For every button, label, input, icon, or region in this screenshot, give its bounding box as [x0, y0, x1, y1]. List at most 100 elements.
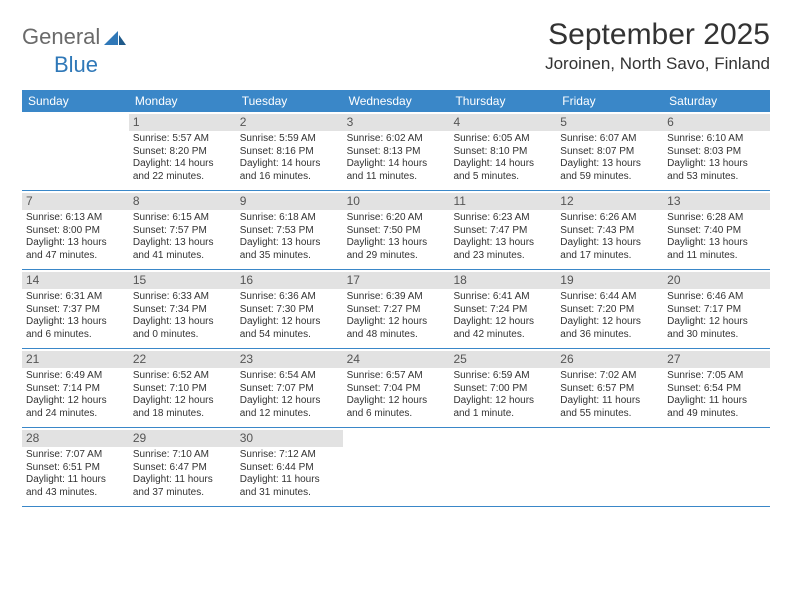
sunset-text: Sunset: 6:47 PM — [133, 462, 232, 475]
date-number: 26 — [556, 351, 663, 368]
sunrise-text: Sunrise: 6:59 AM — [453, 370, 552, 383]
date-number: 20 — [663, 272, 770, 289]
sunset-text: Sunset: 8:20 PM — [133, 146, 232, 159]
date-number: 3 — [343, 114, 450, 131]
sunrise-text: Sunrise: 6:05 AM — [453, 133, 552, 146]
date-number: 25 — [449, 351, 556, 368]
sunset-text: Sunset: 7:53 PM — [240, 225, 339, 238]
day-header: Wednesday — [343, 90, 450, 112]
sunset-text: Sunset: 7:10 PM — [133, 383, 232, 396]
sunrise-text: Sunrise: 6:49 AM — [26, 370, 125, 383]
day-cell: 27Sunrise: 7:05 AMSunset: 6:54 PMDayligh… — [663, 349, 770, 427]
sunrise-text: Sunrise: 6:18 AM — [240, 212, 339, 225]
sunrise-text: Sunrise: 6:39 AM — [347, 291, 446, 304]
day-headers-row: SundayMondayTuesdayWednesdayThursdayFrid… — [22, 90, 770, 112]
sunset-text: Sunset: 7:20 PM — [560, 304, 659, 317]
day-cell: 21Sunrise: 6:49 AMSunset: 7:14 PMDayligh… — [22, 349, 129, 427]
logo-sail-icon — [104, 29, 126, 45]
day-cell: 19Sunrise: 6:44 AMSunset: 7:20 PMDayligh… — [556, 270, 663, 348]
sunrise-text: Sunrise: 6:02 AM — [347, 133, 446, 146]
sunrise-text: Sunrise: 7:12 AM — [240, 449, 339, 462]
day-cell: 8Sunrise: 6:15 AMSunset: 7:57 PMDaylight… — [129, 191, 236, 269]
date-number: 6 — [663, 114, 770, 131]
daylight-text: Daylight: 14 hours and 5 minutes. — [453, 158, 552, 183]
day-cell: 24Sunrise: 6:57 AMSunset: 7:04 PMDayligh… — [343, 349, 450, 427]
day-cell: 12Sunrise: 6:26 AMSunset: 7:43 PMDayligh… — [556, 191, 663, 269]
daylight-text: Daylight: 14 hours and 22 minutes. — [133, 158, 232, 183]
day-header: Friday — [556, 90, 663, 112]
sunset-text: Sunset: 7:47 PM — [453, 225, 552, 238]
date-number: 22 — [129, 351, 236, 368]
daylight-text: Daylight: 11 hours and 37 minutes. — [133, 474, 232, 499]
daylight-text: Daylight: 13 hours and 6 minutes. — [26, 316, 125, 341]
sunset-text: Sunset: 7:14 PM — [26, 383, 125, 396]
day-header: Saturday — [663, 90, 770, 112]
daylight-text: Daylight: 11 hours and 49 minutes. — [667, 395, 766, 420]
sunset-text: Sunset: 8:07 PM — [560, 146, 659, 159]
sunrise-text: Sunrise: 6:26 AM — [560, 212, 659, 225]
sunset-text: Sunset: 8:10 PM — [453, 146, 552, 159]
date-number: 28 — [22, 430, 129, 447]
day-cell: 7Sunrise: 6:13 AMSunset: 8:00 PMDaylight… — [22, 191, 129, 269]
sunrise-text: Sunrise: 6:13 AM — [26, 212, 125, 225]
logo-text-blue: Blue — [54, 52, 98, 77]
sunset-text: Sunset: 7:07 PM — [240, 383, 339, 396]
sunset-text: Sunset: 7:27 PM — [347, 304, 446, 317]
sunset-text: Sunset: 7:50 PM — [347, 225, 446, 238]
date-number: 10 — [343, 193, 450, 210]
date-number: 7 — [22, 193, 129, 210]
date-number: 9 — [236, 193, 343, 210]
day-header: Thursday — [449, 90, 556, 112]
daylight-text: Daylight: 12 hours and 30 minutes. — [667, 316, 766, 341]
sunrise-text: Sunrise: 5:57 AM — [133, 133, 232, 146]
sunrise-text: Sunrise: 6:54 AM — [240, 370, 339, 383]
daylight-text: Daylight: 13 hours and 11 minutes. — [667, 237, 766, 262]
week-row: 21Sunrise: 6:49 AMSunset: 7:14 PMDayligh… — [22, 349, 770, 428]
daylight-text: Daylight: 14 hours and 11 minutes. — [347, 158, 446, 183]
day-cell: 11Sunrise: 6:23 AMSunset: 7:47 PMDayligh… — [449, 191, 556, 269]
day-cell: 5Sunrise: 6:07 AMSunset: 8:07 PMDaylight… — [556, 112, 663, 190]
date-number: 24 — [343, 351, 450, 368]
day-header: Sunday — [22, 90, 129, 112]
daylight-text: Daylight: 12 hours and 54 minutes. — [240, 316, 339, 341]
sunset-text: Sunset: 7:17 PM — [667, 304, 766, 317]
sunset-text: Sunset: 6:57 PM — [560, 383, 659, 396]
date-number: 14 — [22, 272, 129, 289]
daylight-text: Daylight: 13 hours and 41 minutes. — [133, 237, 232, 262]
sunrise-text: Sunrise: 6:44 AM — [560, 291, 659, 304]
date-number: 16 — [236, 272, 343, 289]
sunrise-text: Sunrise: 6:31 AM — [26, 291, 125, 304]
daylight-text: Daylight: 13 hours and 47 minutes. — [26, 237, 125, 262]
date-number: 18 — [449, 272, 556, 289]
sunrise-text: Sunrise: 6:15 AM — [133, 212, 232, 225]
sunrise-text: Sunrise: 6:36 AM — [240, 291, 339, 304]
daylight-text: Daylight: 11 hours and 43 minutes. — [26, 474, 125, 499]
day-cell: 17Sunrise: 6:39 AMSunset: 7:27 PMDayligh… — [343, 270, 450, 348]
daylight-text: Daylight: 13 hours and 0 minutes. — [133, 316, 232, 341]
sunset-text: Sunset: 7:34 PM — [133, 304, 232, 317]
sunset-text: Sunset: 7:30 PM — [240, 304, 339, 317]
daylight-text: Daylight: 12 hours and 24 minutes. — [26, 395, 125, 420]
day-cell: 29Sunrise: 7:10 AMSunset: 6:47 PMDayligh… — [129, 428, 236, 506]
day-cell: 15Sunrise: 6:33 AMSunset: 7:34 PMDayligh… — [129, 270, 236, 348]
sunset-text: Sunset: 8:16 PM — [240, 146, 339, 159]
date-number: 17 — [343, 272, 450, 289]
daylight-text: Daylight: 12 hours and 36 minutes. — [560, 316, 659, 341]
sunset-text: Sunset: 7:57 PM — [133, 225, 232, 238]
date-number: 29 — [129, 430, 236, 447]
empty-cell — [663, 428, 770, 506]
day-header: Tuesday — [236, 90, 343, 112]
sunrise-text: Sunrise: 6:33 AM — [133, 291, 232, 304]
daylight-text: Daylight: 12 hours and 12 minutes. — [240, 395, 339, 420]
sunrise-text: Sunrise: 6:23 AM — [453, 212, 552, 225]
sunrise-text: Sunrise: 6:46 AM — [667, 291, 766, 304]
day-cell: 26Sunrise: 7:02 AMSunset: 6:57 PMDayligh… — [556, 349, 663, 427]
day-cell: 2Sunrise: 5:59 AMSunset: 8:16 PMDaylight… — [236, 112, 343, 190]
sunset-text: Sunset: 8:13 PM — [347, 146, 446, 159]
daylight-text: Daylight: 13 hours and 17 minutes. — [560, 237, 659, 262]
daylight-text: Daylight: 13 hours and 59 minutes. — [560, 158, 659, 183]
month-title: September 2025 — [545, 18, 770, 52]
sunrise-text: Sunrise: 6:10 AM — [667, 133, 766, 146]
date-number: 2 — [236, 114, 343, 131]
date-number: 23 — [236, 351, 343, 368]
